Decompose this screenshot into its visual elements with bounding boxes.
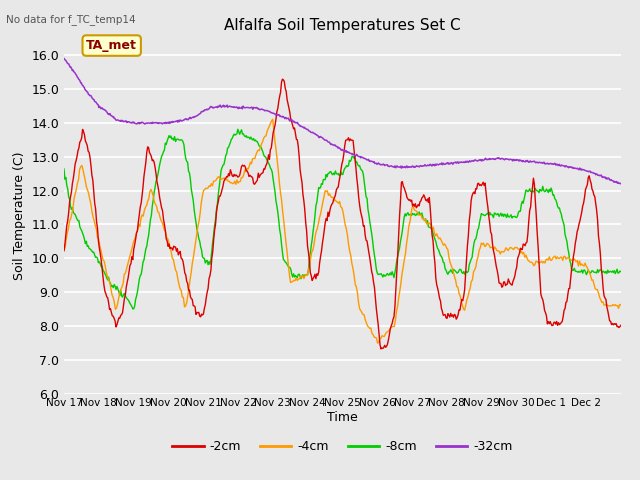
X-axis label: Time: Time (327, 411, 358, 424)
Legend: -2cm, -4cm, -8cm, -32cm: -2cm, -4cm, -8cm, -32cm (167, 435, 518, 458)
Title: Alfalfa Soil Temperatures Set C: Alfalfa Soil Temperatures Set C (224, 18, 461, 33)
Y-axis label: Soil Temperature (C): Soil Temperature (C) (13, 152, 26, 280)
Text: No data for f_TC_temp14: No data for f_TC_temp14 (6, 14, 136, 25)
Text: TA_met: TA_met (86, 39, 137, 52)
